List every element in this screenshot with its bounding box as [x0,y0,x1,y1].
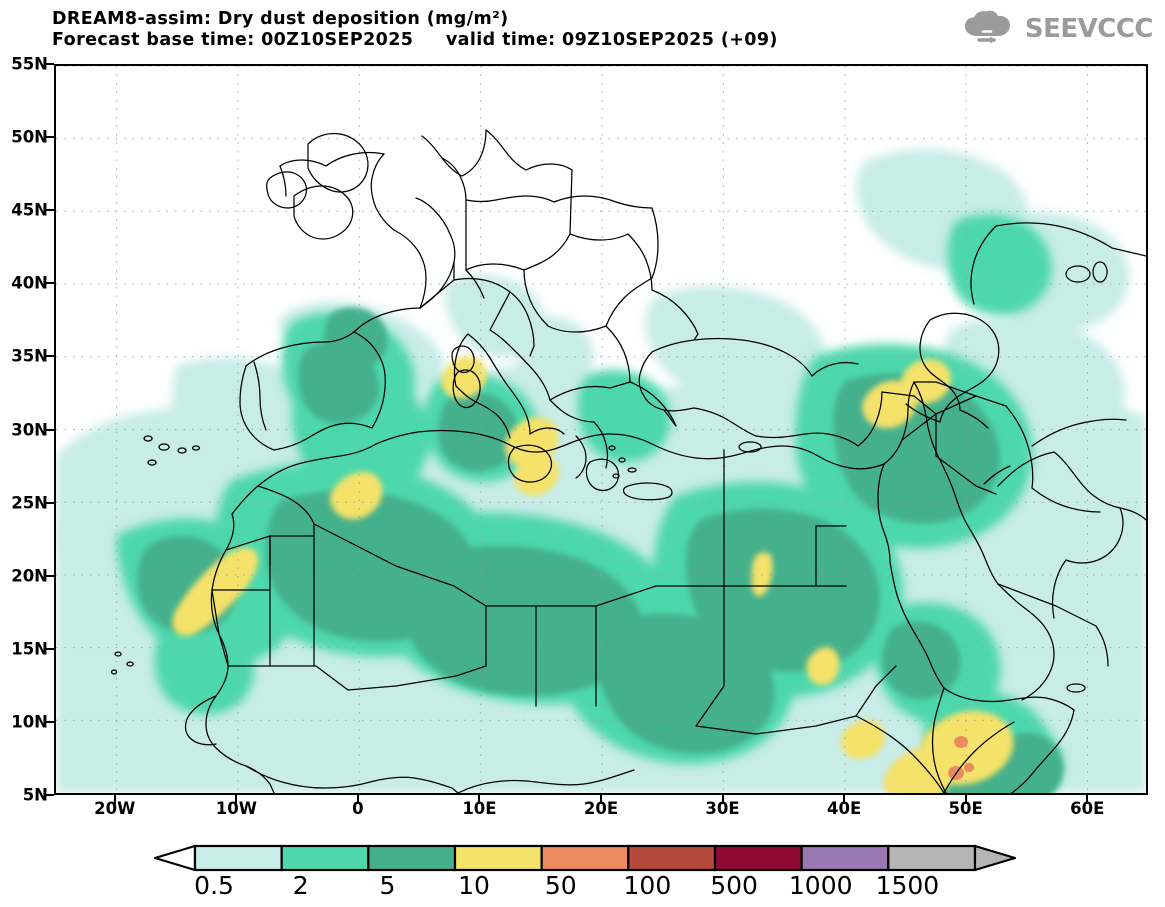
colorbar-tick-label: 500 [710,871,758,900]
colorbar-tick-label: 5 [379,871,396,900]
lat-tick [45,794,54,796]
lat-axis-label: 50N [11,127,48,147]
lat-axis-label: 35N [11,346,48,366]
lat-axis-label: 45N [11,200,48,220]
forecast-time-subtitle: Forecast base time: 00Z10SEP2025 valid t… [52,30,778,50]
colorbar-tick-label: 0.5 [194,871,234,900]
lon-axis-label: 30E [705,799,740,818]
colorbar-band [193,844,283,872]
lat-axis-label: 40N [11,273,48,293]
lat-tick [45,428,54,431]
colorbar-tick-label: 1000 [788,871,853,900]
header: DREAM8-assim: Dry dust deposition (mg/m²… [0,0,1165,60]
colorbar-band [713,844,803,872]
colorbar: 0.5 2 5 10 50 100 500 1000 1500 [0,843,1165,907]
colorbar-tick-label: 2 [292,871,309,900]
colorbar-band [627,844,717,872]
colorbar-tick-label: 1500 [875,871,940,900]
lon-tick [721,795,724,804]
lat-tick [45,647,54,650]
colorbar-band [540,844,630,872]
lat-tick [45,501,54,504]
colorbar-band [800,844,890,872]
lon-tick [356,795,359,804]
lat-axis-label: 55N [11,54,48,74]
dust-deposition-map [56,66,1146,793]
lon-tick [964,795,967,804]
lat-axis-label: 25N [11,493,48,513]
gridlines [56,66,1146,793]
lon-axis-label: 60E [1070,799,1105,818]
seevccc-logo: SEEVCCC [963,10,1154,48]
colorbar-band [280,844,370,872]
lat-tick [45,282,54,285]
colorbar-tick-label: 100 [623,871,672,900]
lat-axis-label: 5N [22,785,48,805]
lon-tick [600,795,602,804]
colorbar-band [453,844,543,872]
lon-axis-label: 0 [352,799,364,818]
colorbar-tick-label: 50 [544,871,577,900]
lon-axis-label: 10W [215,799,257,818]
lon-axis-label: 10E [462,799,497,818]
cloud-wind-icon [963,10,1019,48]
lon-axis-label: 20W [94,799,136,818]
lat-axis-label: 15N [11,639,48,659]
colorbar-band [887,844,977,872]
lat-axis-label: 30N [11,420,48,439]
lon-axis-label: 50E [948,799,983,818]
lon-axis-label: 20E [583,799,619,818]
colorbar-tick-label: 10 [458,871,490,900]
logo-label: SEEVCCC [1024,14,1154,44]
lat-axis-label: 10N [11,712,48,732]
colorbar-under-arrow [153,844,197,872]
page-title: DREAM8-assim: Dry dust deposition (mg/m²… [52,9,509,29]
lon-tick [235,795,238,804]
lon-tick [1086,795,1089,804]
lat-axis-label: 20N [11,566,48,586]
lat-tick [45,355,54,358]
lon-tick [113,795,116,804]
lon-axis-label: 40E [826,799,862,818]
lon-tick [478,795,481,804]
colorbar-over-arrow [973,844,1017,872]
lat-tick [45,574,54,577]
map-plot-area [54,64,1148,795]
lat-tick [45,209,54,212]
lat-tick [45,136,54,139]
colorbar-band [367,844,457,872]
lat-tick [45,63,54,65]
lon-tick [843,795,846,804]
lat-tick [45,720,54,723]
coastlines-and-borders [110,129,1146,793]
